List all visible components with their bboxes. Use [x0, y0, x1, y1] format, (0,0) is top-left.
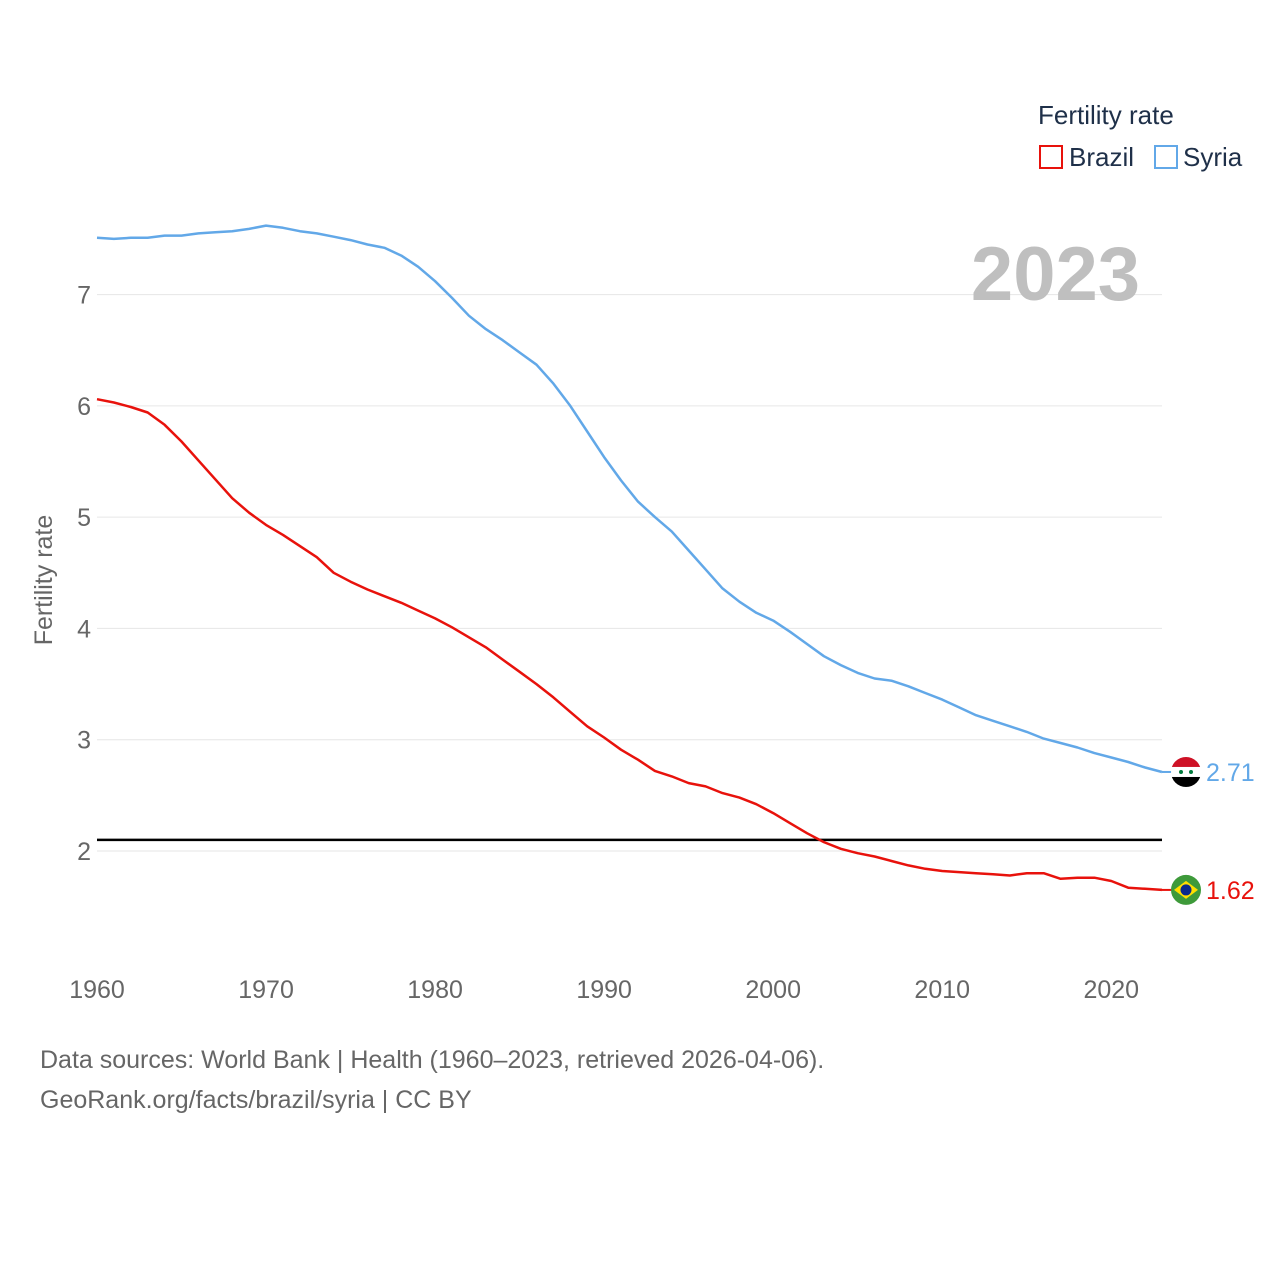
- x-tick-1980: 1980: [407, 976, 463, 1004]
- year-label: 2023: [971, 232, 1140, 317]
- y-axis-ticks: 2 3 4 5 6 7: [77, 282, 91, 866]
- x-tick-1960: 1960: [69, 976, 125, 1004]
- y-tick-4: 4: [77, 615, 91, 643]
- chart: 2 3 4 5 6 7 1960 1970 1980 1990 2000 2010 2020 Fert…: [30, 100, 1255, 1004]
- legend-swatch-syria[interactable]: [1154, 145, 1178, 169]
- end-value-label-syria: 2.71: [1206, 759, 1255, 787]
- legend-label-brazil[interactable]: Brazil: [1069, 142, 1134, 172]
- x-tick-2000: 2000: [745, 976, 801, 1004]
- x-tick-2010: 2010: [914, 976, 970, 1004]
- flag-icon-syria: [1171, 756, 1201, 787]
- flag-star-2: [1189, 769, 1193, 774]
- y-axis-label: Fertility rate: [30, 515, 58, 646]
- y-tick-6: 6: [77, 393, 91, 421]
- y-tick-7: 7: [77, 282, 91, 310]
- legend[interactable]: Fertility rate Brazil Syria: [1038, 100, 1243, 172]
- license-text: GeoRank.org/facts/brazil/syria | CC BY: [40, 1086, 472, 1114]
- flag-stripe-black: [1171, 776, 1201, 787]
- flag-body-syria: [1171, 756, 1201, 787]
- flag-stripe-red: [1171, 756, 1201, 767]
- data-source-text: Data sources: World Bank | Health (1960–…: [40, 1046, 825, 1074]
- x-tick-1990: 1990: [576, 976, 632, 1004]
- series-lines: [96, 224, 1163, 892]
- grid-lines: [97, 294, 1162, 852]
- footer: Data sources: World Bank | Health (1960–…: [40, 1040, 824, 1120]
- x-tick-2020: 2020: [1083, 976, 1139, 1004]
- series-line-brazil: [96, 397, 1163, 892]
- legend-label-syria[interactable]: Syria: [1183, 142, 1243, 172]
- y-tick-3: 3: [77, 727, 91, 755]
- series-end-markers: 1.62 2.71: [1162, 756, 1255, 905]
- x-axis-ticks: 1960 1970 1980 1990 2000 2010 2020: [69, 976, 1139, 1004]
- series-line-syria: [96, 224, 1163, 774]
- legend-title: Fertility rate: [1038, 100, 1174, 130]
- y-tick-5: 5: [77, 504, 91, 532]
- flag-stripe-white: [1171, 766, 1201, 777]
- flag-icon-brazil: [1171, 874, 1201, 905]
- y-tick-2: 2: [77, 838, 91, 866]
- flag-star-1: [1179, 769, 1183, 774]
- end-value-label-brazil: 1.62: [1206, 877, 1255, 905]
- x-tick-1970: 1970: [238, 976, 294, 1004]
- flag-globe-brazil: [1180, 884, 1192, 896]
- legend-swatch-brazil[interactable]: [1039, 145, 1063, 169]
